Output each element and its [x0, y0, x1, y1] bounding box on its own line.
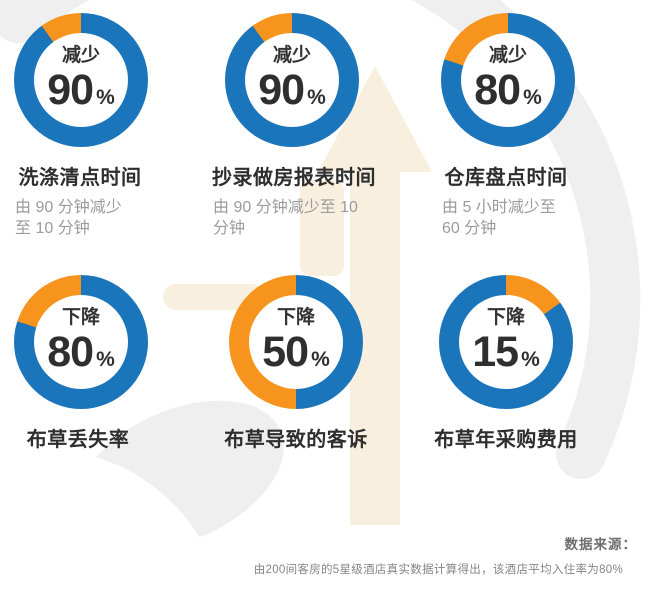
- donut-direction-label: 减少: [61, 45, 100, 67]
- donut-chart: 减少 80 %: [441, 13, 575, 147]
- donut-value-number: 90: [258, 66, 305, 115]
- donut-direction-label: 下降: [486, 307, 525, 329]
- percent-sign: %: [307, 86, 326, 110]
- donut-chart: 下降 50 %: [229, 275, 363, 409]
- metric-subtitle-line: 分钟: [213, 220, 246, 238]
- metric-card-room-report-time: 减少 90 % 抄录做房报表时间 由 90 分钟减少至 10 分钟: [212, 13, 376, 239]
- bg-swoosh-arc: [0, 0, 641, 479]
- donut-hole: 减少 80 %: [461, 33, 555, 127]
- donut-value: 80 %: [474, 68, 542, 113]
- metric-card-warehouse-inventory-time: 减少 80 % 仓库盘点时间 由 5 小时减少至 60 分钟: [441, 13, 575, 239]
- donut-value: 90 %: [258, 68, 326, 113]
- donut-chart: 减少 90 %: [225, 13, 359, 147]
- metric-card-linen-complaints: 下降 50 % 布草导致的客诉: [219, 275, 373, 452]
- percent-sign: %: [96, 86, 115, 110]
- donut-direction-label: 下降: [61, 307, 100, 329]
- metric-subtitle-line: 由 90 分钟减少至 10: [213, 199, 358, 216]
- bg-blob-cutter: [0, 450, 221, 592]
- donut-value-number: 90: [47, 66, 94, 115]
- donut-direction-label: 减少: [272, 45, 311, 67]
- donut-value: 80 %: [47, 330, 115, 375]
- metric-subtitle-line: 由 5 小时减少至: [442, 199, 556, 216]
- percent-sign: %: [523, 86, 542, 110]
- metric-title: 抄录做房报表时间: [212, 167, 376, 189]
- donut-value-number: 80: [474, 66, 521, 115]
- percent-sign: %: [521, 348, 540, 372]
- donut-hole: 减少 90 %: [245, 33, 339, 127]
- data-source-note: 由200间客房的5星级酒店真实数据计算得出，该酒店平均入住率为80%: [253, 564, 623, 576]
- bg-watermark-fragment: [300, 180, 344, 276]
- metric-title: 洗涤清点时间: [18, 167, 142, 189]
- donut-value-number: 50: [262, 328, 309, 377]
- metric-title: 布草导致的客诉: [224, 429, 368, 451]
- metric-title: 布草丢失率: [26, 429, 130, 451]
- metric-title: 仓库盘点时间: [444, 167, 568, 189]
- donut-chart: 下降 80 %: [14, 275, 148, 409]
- metric-subtitle-line: 60 分钟: [442, 220, 497, 238]
- percent-sign: %: [96, 348, 115, 372]
- donut-direction-label: 减少: [488, 45, 527, 67]
- donut-hole: 下降 80 %: [34, 295, 128, 389]
- donut-chart: 下降 15 %: [439, 275, 573, 409]
- metric-card-wash-count-time: 减少 90 % 洗涤清点时间 由 90 分钟减少 至 10 分钟: [14, 13, 148, 239]
- donut-direction-label: 下降: [276, 307, 315, 329]
- donut-hole: 下降 15 %: [459, 295, 553, 389]
- donut-chart: 减少 90 %: [14, 13, 148, 147]
- donut-value: 90 %: [47, 68, 115, 113]
- data-source-label: 数据来源：: [564, 537, 637, 552]
- donut-value-number: 80: [47, 328, 94, 377]
- donut-value-number: 15: [472, 328, 519, 377]
- bg-arrow-watermark: [318, 66, 432, 525]
- donut-hole: 下降 50 %: [249, 295, 343, 389]
- metric-title: 布草年采购费用: [434, 429, 578, 451]
- donut-hole: 减少 90 %: [34, 33, 128, 127]
- metric-card-linen-purchase-cost: 下降 15 % 布草年采购费用: [430, 275, 582, 452]
- donut-value: 50 %: [262, 330, 330, 375]
- metric-subtitle-line: 至 10 分钟: [15, 220, 90, 238]
- metric-card-linen-loss-rate: 下降 80 % 布草丢失率: [14, 275, 148, 452]
- percent-sign: %: [311, 348, 330, 372]
- metric-subtitle-line: 由 90 分钟减少: [15, 199, 122, 216]
- donut-value: 15 %: [472, 330, 540, 375]
